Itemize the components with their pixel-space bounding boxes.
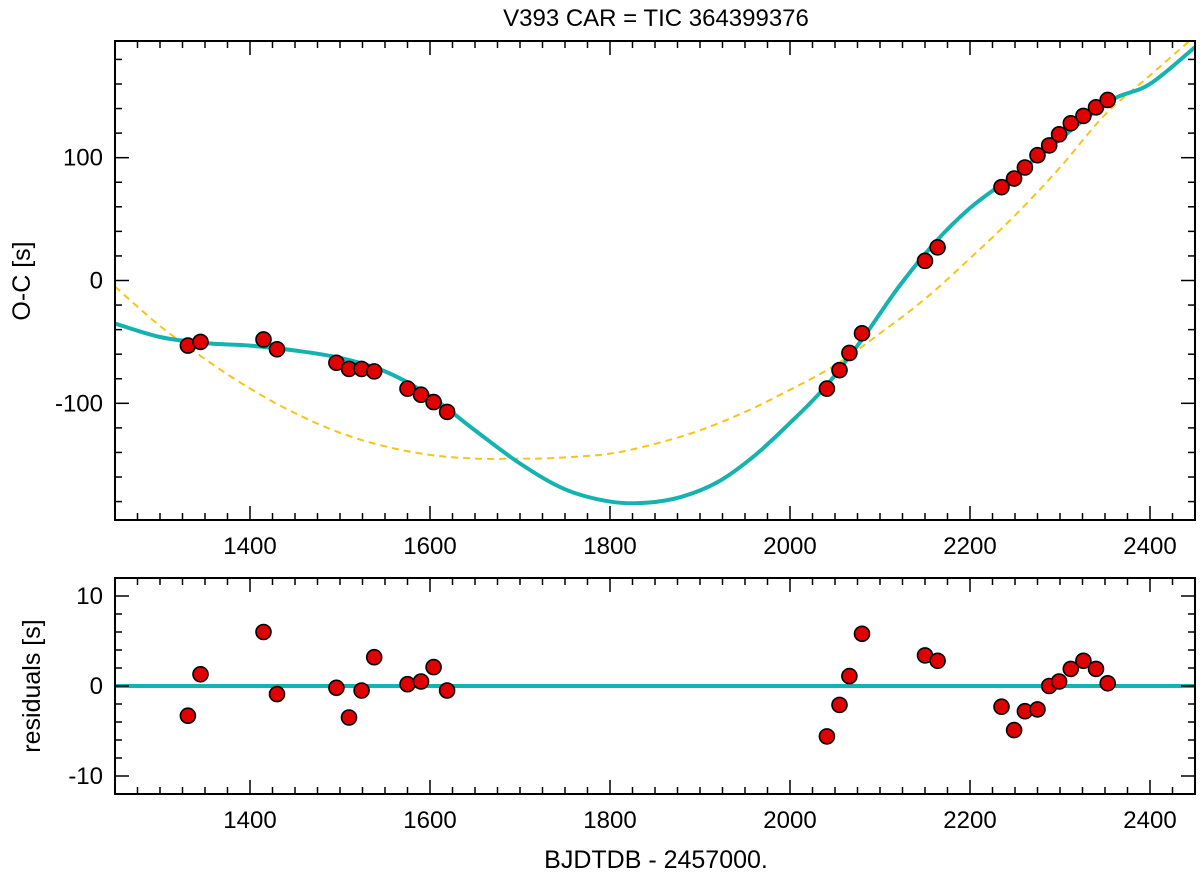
residuals-data-point: [853, 625, 871, 643]
oc-data-point: [1099, 91, 1116, 109]
residuals-ticks: [114, 577, 1196, 795]
residuals-y-tick-label: 10: [76, 583, 103, 610]
x-axis-label: BJDTDB - 2457000.: [544, 846, 768, 874]
residuals-data-point: [818, 728, 836, 745]
oc-data-point: [1075, 107, 1092, 125]
oc-data-point: [929, 239, 946, 256]
oc-plot-area: [115, 41, 1195, 506]
oc-y-tick-label: 0: [90, 268, 103, 295]
oc-y-axis-label: O-C [s]: [8, 241, 36, 320]
oc-data-point: [365, 363, 383, 380]
residuals-data-point: [1087, 660, 1105, 678]
oc-axes-frame: [114, 40, 1196, 521]
oc-x-tick-label: 2200: [943, 533, 996, 560]
oc-data-point: [1005, 170, 1023, 187]
oc-panel: O-C [s] 1400 1600 1800 2000 2200 2400 -100 0 100: [8, 40, 1196, 560]
residuals-data-point: [425, 658, 442, 676]
oc-data-point: [1087, 99, 1105, 116]
oc-data-point: [1050, 126, 1068, 143]
residuals-data-point: [929, 652, 946, 670]
residuals-x-tick-label: 2400: [1123, 807, 1176, 834]
oc-y-tick-label: 100: [63, 145, 103, 172]
oc-y-tick-label: -100: [55, 390, 103, 417]
oc-data-point: [192, 333, 209, 351]
oc-data-point: [438, 403, 456, 421]
residuals-data-point: [328, 679, 345, 697]
residuals-data-point: [1062, 660, 1080, 678]
residuals-data-point: [365, 648, 383, 666]
residuals-x-tick-label: 2200: [943, 807, 996, 834]
oc-data-point: [1062, 114, 1080, 132]
oc-data-point: [916, 252, 934, 270]
residuals-panel: residuals [s] BJDTDB - 2457000. 1400 1600…: [18, 577, 1196, 874]
residuals-data-point: [831, 696, 848, 714]
residuals-plot-area: [115, 623, 1195, 745]
oc-data-point: [853, 325, 871, 342]
chart-title: V393 CAR = TIC 364399376: [503, 5, 809, 32]
residuals-x-tick-label: 2000: [763, 807, 816, 834]
oc-data-point: [993, 178, 1010, 196]
residuals-y-tick-label: -10: [68, 763, 103, 790]
oc-data-point: [1016, 159, 1034, 176]
oc-data-point: [255, 331, 272, 348]
residuals-data-point: [192, 665, 209, 683]
residuals-data-point: [179, 707, 197, 725]
residuals-data-point: [438, 682, 456, 699]
oc-data-point: [425, 393, 442, 411]
residuals-data-point: [412, 673, 430, 690]
oc-data-point: [412, 386, 430, 404]
residuals-data-point: [1075, 652, 1092, 670]
residuals-data-point: [399, 675, 416, 693]
residuals-data-point: [340, 709, 358, 726]
oc-data-point: [268, 340, 286, 358]
residuals-x-tick-label: 1800: [583, 807, 636, 834]
residuals-x-tick-label: 1400: [223, 807, 276, 834]
oc-x-tick-label: 1600: [403, 533, 456, 560]
residuals-x-tick-label: 1600: [403, 807, 456, 834]
oc-x-tick-label: 1800: [583, 533, 636, 560]
oc-data-point: [399, 380, 416, 397]
residuals-data-point: [841, 667, 858, 685]
residuals-data-point: [353, 682, 370, 699]
oc-x-tick-label: 2000: [763, 533, 816, 560]
oc-data-point: [841, 344, 858, 362]
residuals-data-point: [1029, 701, 1046, 718]
oc-data-point: [831, 361, 848, 379]
residuals-data-point: [1005, 721, 1023, 739]
residuals-y-tick-label: 0: [90, 673, 103, 700]
oc-data-point: [1040, 137, 1058, 154]
oc-x-tick-label: 2400: [1123, 533, 1176, 560]
oc-data-point: [818, 380, 836, 397]
oc-data-point: [1029, 146, 1046, 164]
residuals-data-point: [1099, 674, 1116, 692]
oc-ticks: [114, 41, 1196, 520]
oc-parabola-curve: [115, 41, 1191, 460]
residuals-data-point: [1050, 673, 1068, 690]
oc-model-curve: [115, 45, 1195, 506]
residuals-data-point: [268, 685, 286, 703]
oc-x-tick-label: 1400: [223, 533, 276, 560]
residuals-data-point: [993, 698, 1010, 716]
residuals-y-axis-label: residuals [s]: [18, 619, 46, 752]
residuals-data-point: [255, 623, 272, 641]
